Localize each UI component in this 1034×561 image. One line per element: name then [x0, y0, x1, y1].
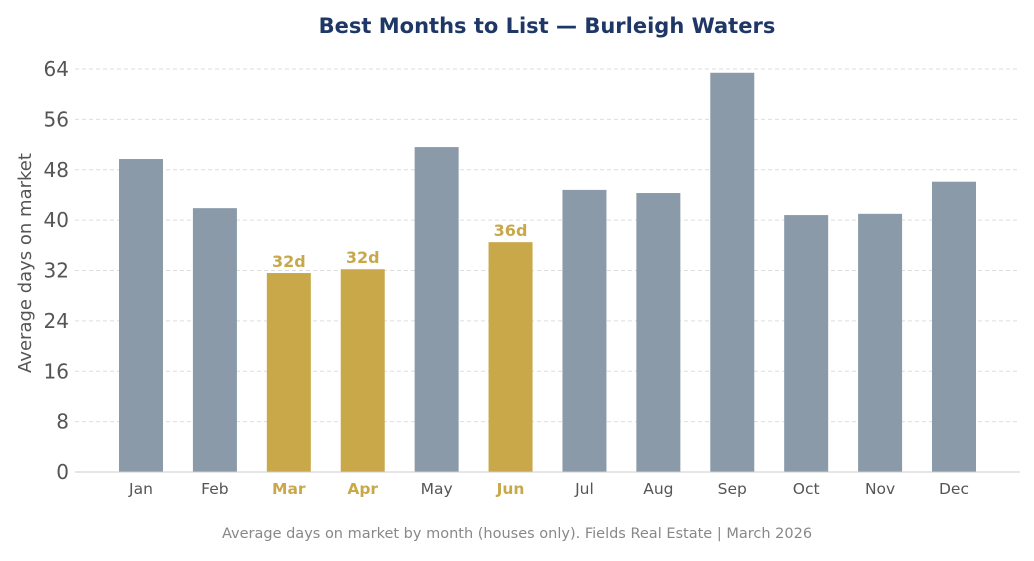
x-tick-label: Jan: [128, 480, 153, 498]
y-tick-label: 32: [44, 259, 69, 283]
bar-mar: [266, 273, 311, 472]
y-axis-label: Average days on market: [15, 153, 36, 373]
x-tick-label: Feb: [201, 480, 228, 498]
bar-may: [414, 147, 459, 473]
x-tick-label: Dec: [939, 480, 969, 498]
y-tick-label: 0: [56, 460, 69, 484]
y-tick-label: 16: [44, 359, 69, 383]
data-label: 32d: [272, 252, 306, 271]
x-tick-label: Mar: [272, 480, 306, 498]
bar-apr: [340, 269, 385, 472]
bar-jul: [562, 189, 607, 472]
bar-jun: [488, 242, 533, 472]
chart-caption: Average days on market by month (houses …: [222, 526, 812, 542]
y-tick-label: 56: [44, 107, 69, 131]
y-tick-label: 64: [44, 57, 69, 81]
x-tick-label: Nov: [865, 480, 895, 498]
bar-nov: [858, 213, 903, 472]
chart-title: Best Months to List — Burleigh Waters: [319, 14, 776, 38]
x-tick-label: Aug: [643, 480, 673, 498]
data-label: 32d: [346, 248, 380, 267]
x-tick-label: Jun: [496, 480, 525, 498]
y-tick-label: 48: [44, 158, 69, 182]
x-axis: Jan Feb Mar Apr May Jun Jul Aug Sep Oct Nov Dec: [128, 480, 969, 498]
x-tick-label: May: [421, 480, 453, 498]
x-tick-label: Apr: [347, 480, 378, 498]
bar-feb: [192, 208, 237, 472]
bar-dec: [932, 181, 976, 473]
y-tick-label: 8: [56, 410, 69, 434]
bars: 32d 32d 36d: [119, 72, 976, 473]
y-tick-label: 24: [44, 309, 69, 333]
bar-sep: [710, 72, 755, 472]
x-tick-label: Sep: [718, 480, 747, 498]
bar-aug: [636, 193, 681, 472]
x-tick-label: Jul: [574, 480, 594, 498]
x-tick-label: Oct: [793, 480, 820, 498]
y-tick-label: 40: [44, 208, 69, 232]
bar-jan: [119, 159, 163, 472]
y-axis: 0 8 16 24 32 40 48 56 64: [44, 57, 69, 484]
data-label: 36d: [494, 221, 528, 240]
bar-oct: [784, 215, 829, 472]
